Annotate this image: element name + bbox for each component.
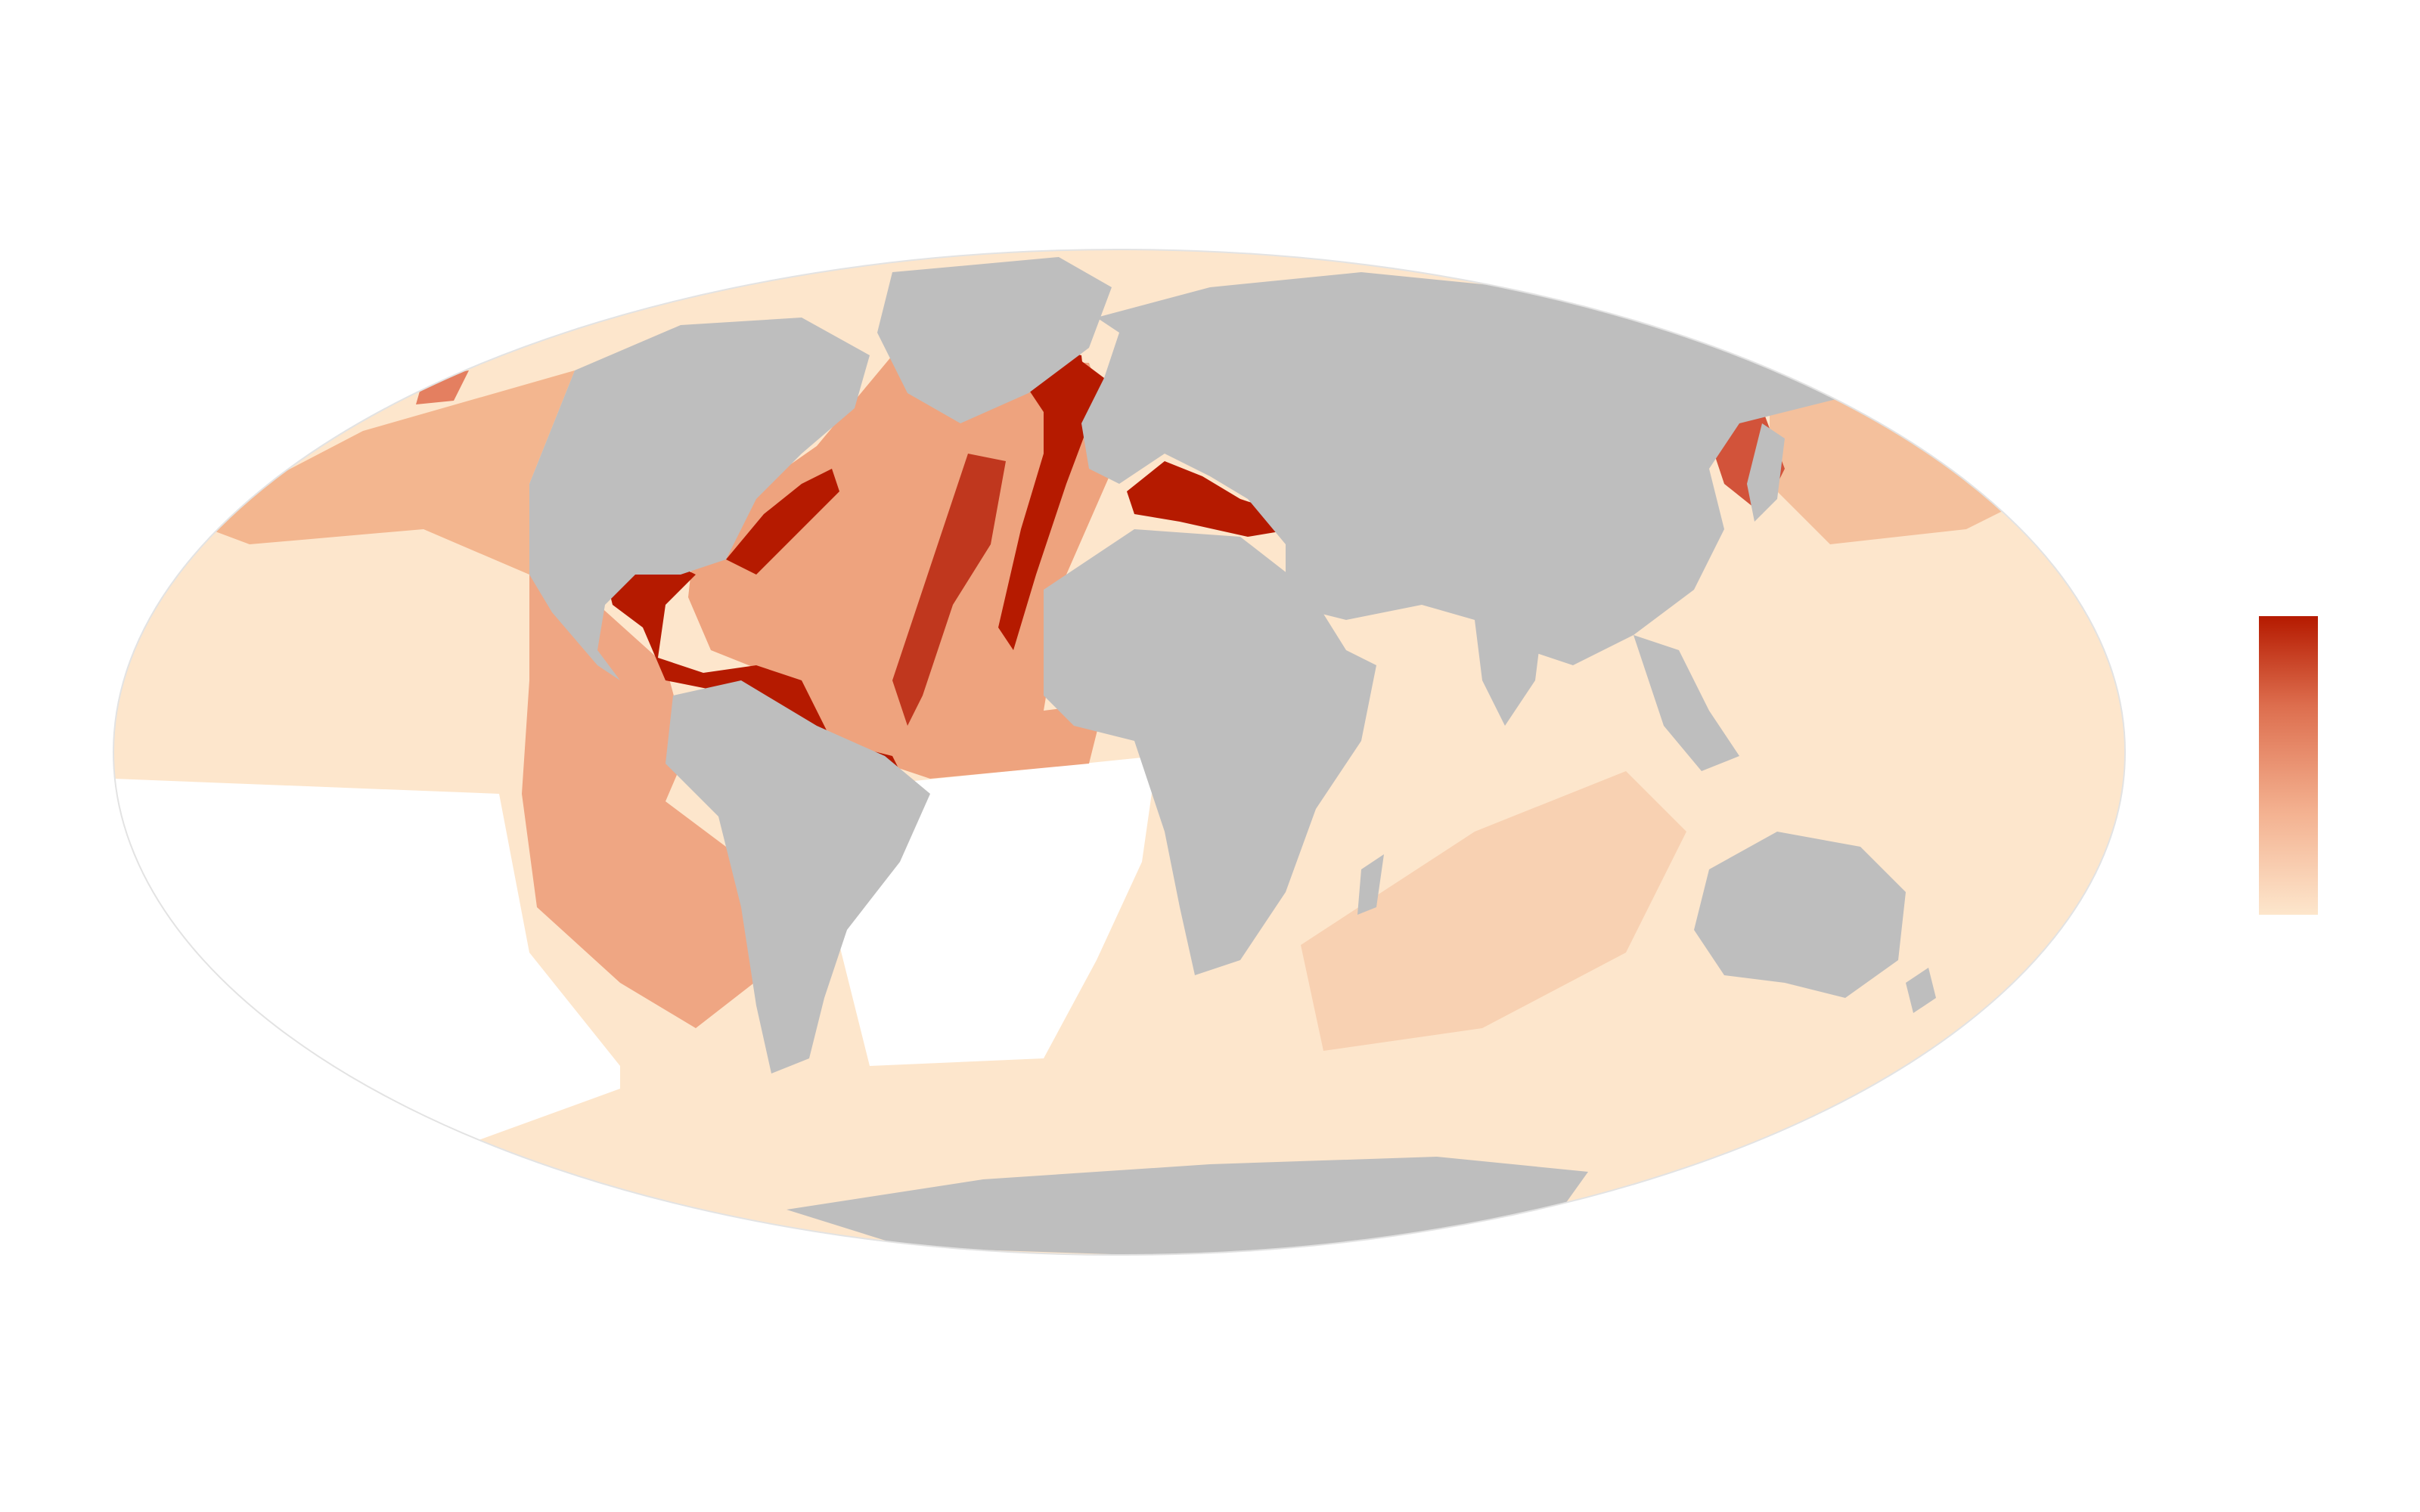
region-indian-ocean-band: [1301, 771, 1686, 1051]
land-greenland: [877, 257, 1112, 423]
globe-outline: [113, 249, 2126, 1256]
land-layer: [529, 257, 1936, 1255]
region-mediterranean: [1127, 461, 1293, 537]
region-atlantic-mid-ridge: [892, 454, 1006, 726]
land-north-america: [529, 318, 870, 680]
land-madagascar: [1357, 854, 1384, 915]
region-south-atlantic: [839, 756, 1157, 1066]
region-north-pacific-east: [189, 370, 575, 575]
land-eurasia: [1081, 272, 1906, 665]
region-us-east-shelf: [726, 469, 839, 575]
legend-colorbar: [2259, 616, 2318, 915]
land-southeast-asia: [1634, 635, 1739, 771]
land-new-zealand: [1906, 968, 1936, 1013]
land-africa: [1044, 529, 1376, 975]
region-north-atlantic: [688, 355, 1119, 779]
land-india: [1475, 620, 1543, 726]
land-south-america: [666, 680, 930, 1074]
land-japan: [1747, 423, 1785, 522]
region-east-tropical-pacific: [522, 575, 764, 1028]
land-antarctica: [786, 1157, 1588, 1255]
ocean-value-layer: [113, 348, 2027, 1149]
region-north-pacific-west: [1770, 355, 2027, 544]
land-australia: [1694, 832, 1906, 998]
region-south-pacific-gyre: [113, 779, 620, 1149]
color-legend: [2259, 616, 2318, 915]
